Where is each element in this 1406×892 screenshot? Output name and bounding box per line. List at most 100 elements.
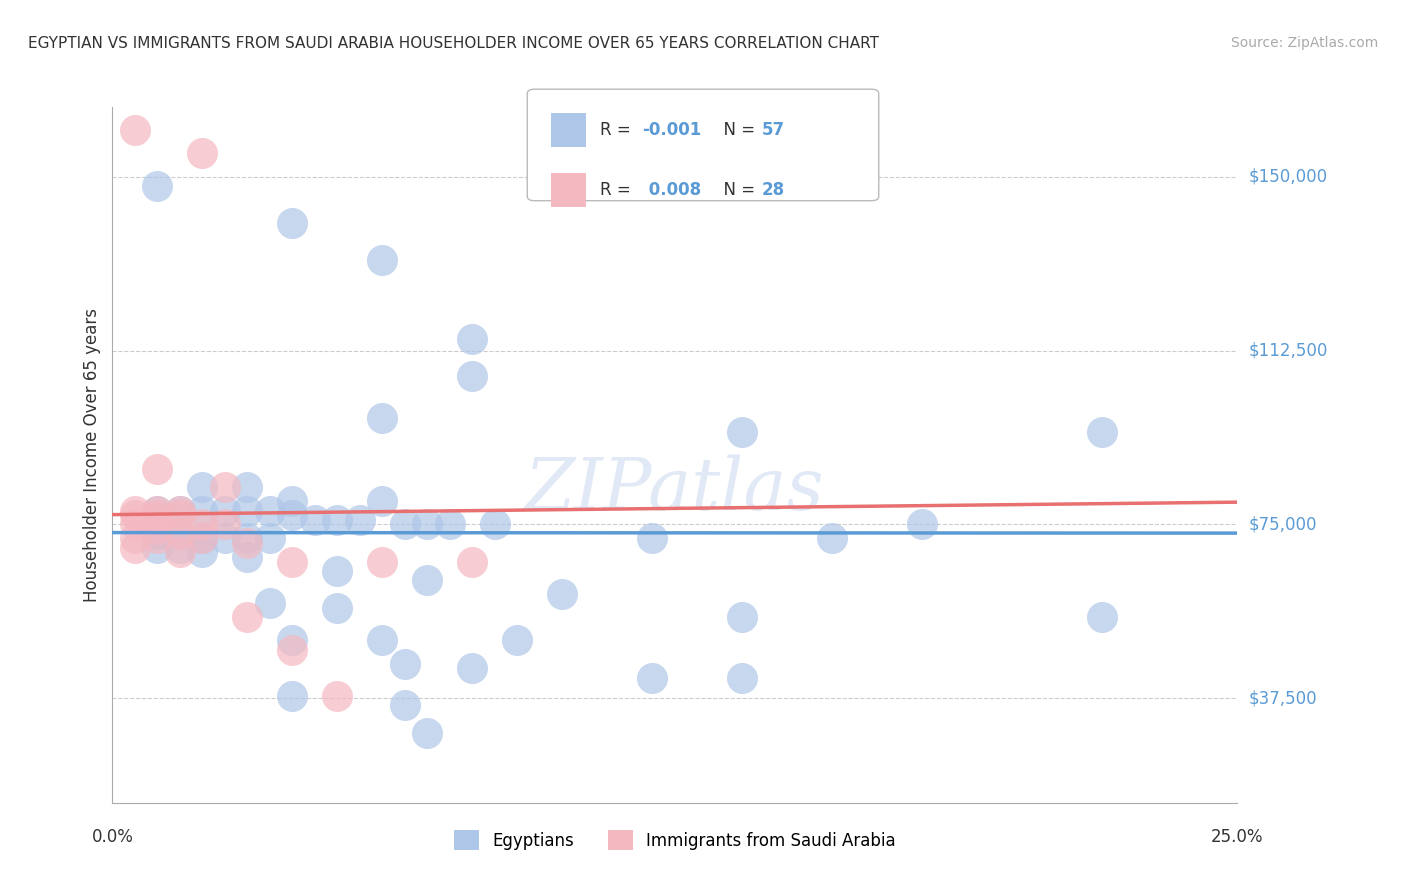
Point — [461, 332, 484, 346]
Point — [394, 517, 416, 532]
Point — [169, 503, 191, 517]
Point — [236, 503, 259, 517]
Text: 0.0%: 0.0% — [91, 828, 134, 846]
Point — [146, 513, 169, 527]
Point — [259, 596, 281, 610]
Point — [371, 633, 394, 648]
Point — [349, 513, 371, 527]
Point — [214, 517, 236, 532]
Point — [326, 689, 349, 703]
Point — [236, 536, 259, 550]
Point — [214, 503, 236, 517]
Point — [191, 532, 214, 546]
Point — [214, 480, 236, 494]
Point — [641, 532, 664, 546]
Text: $75,000: $75,000 — [1249, 516, 1317, 533]
Point — [394, 657, 416, 671]
Point — [169, 545, 191, 559]
Point — [326, 564, 349, 578]
Point — [236, 480, 259, 494]
Point — [169, 503, 191, 517]
Text: N =: N = — [713, 121, 761, 139]
Point — [1091, 610, 1114, 624]
Y-axis label: Householder Income Over 65 years: Householder Income Over 65 years — [83, 308, 101, 602]
Point — [124, 508, 146, 523]
Point — [326, 513, 349, 527]
Point — [124, 503, 146, 517]
Point — [191, 503, 214, 517]
Point — [236, 532, 259, 546]
Point — [146, 508, 169, 523]
Point — [326, 601, 349, 615]
Point — [731, 671, 754, 685]
Point — [1091, 425, 1114, 439]
Point — [281, 642, 304, 657]
Text: -0.001: -0.001 — [643, 121, 702, 139]
Point — [146, 522, 169, 536]
Point — [304, 513, 326, 527]
Point — [146, 541, 169, 555]
Point — [461, 555, 484, 569]
Point — [911, 517, 934, 532]
Point — [371, 253, 394, 268]
Point — [731, 610, 754, 624]
Point — [461, 369, 484, 384]
Point — [281, 633, 304, 648]
Point — [169, 526, 191, 541]
Text: 57: 57 — [762, 121, 785, 139]
Point — [146, 178, 169, 193]
Point — [371, 494, 394, 508]
Point — [821, 532, 844, 546]
Point — [191, 146, 214, 161]
Point — [236, 610, 259, 624]
Point — [506, 633, 529, 648]
Point — [146, 526, 169, 541]
Point — [169, 526, 191, 541]
Point — [236, 549, 259, 564]
Point — [416, 517, 439, 532]
Point — [146, 462, 169, 476]
Point — [124, 123, 146, 137]
Point — [214, 532, 236, 546]
Text: 0.008: 0.008 — [643, 181, 700, 199]
Point — [146, 517, 169, 532]
Point — [124, 541, 146, 555]
Point — [731, 425, 754, 439]
Text: Source: ZipAtlas.com: Source: ZipAtlas.com — [1230, 36, 1378, 50]
Point — [439, 517, 461, 532]
Point — [416, 726, 439, 740]
Point — [371, 410, 394, 425]
Text: EGYPTIAN VS IMMIGRANTS FROM SAUDI ARABIA HOUSEHOLDER INCOME OVER 65 YEARS CORREL: EGYPTIAN VS IMMIGRANTS FROM SAUDI ARABIA… — [28, 36, 879, 51]
Text: R =: R = — [600, 181, 637, 199]
Point — [641, 671, 664, 685]
Text: ZIPatlas: ZIPatlas — [524, 454, 825, 525]
Point — [394, 698, 416, 713]
Point — [281, 555, 304, 569]
Text: $37,500: $37,500 — [1249, 690, 1317, 707]
Point — [191, 545, 214, 559]
Point — [371, 555, 394, 569]
Point — [191, 517, 214, 532]
Point — [461, 661, 484, 675]
Text: 28: 28 — [762, 181, 785, 199]
Point — [124, 532, 146, 546]
Point — [416, 573, 439, 587]
Text: R =: R = — [600, 121, 637, 139]
Point — [169, 541, 191, 555]
Point — [124, 517, 146, 532]
Point — [191, 480, 214, 494]
Text: 25.0%: 25.0% — [1211, 828, 1264, 846]
Point — [169, 508, 191, 523]
Text: N =: N = — [713, 181, 761, 199]
Text: $150,000: $150,000 — [1249, 168, 1327, 186]
Point — [259, 532, 281, 546]
Point — [146, 532, 169, 546]
Legend: Egyptians, Immigrants from Saudi Arabia: Egyptians, Immigrants from Saudi Arabia — [447, 823, 903, 857]
Point — [281, 494, 304, 508]
Point — [484, 517, 506, 532]
Point — [146, 503, 169, 517]
Point — [259, 503, 281, 517]
Point — [281, 216, 304, 230]
Point — [191, 532, 214, 546]
Text: $112,500: $112,500 — [1249, 342, 1327, 359]
